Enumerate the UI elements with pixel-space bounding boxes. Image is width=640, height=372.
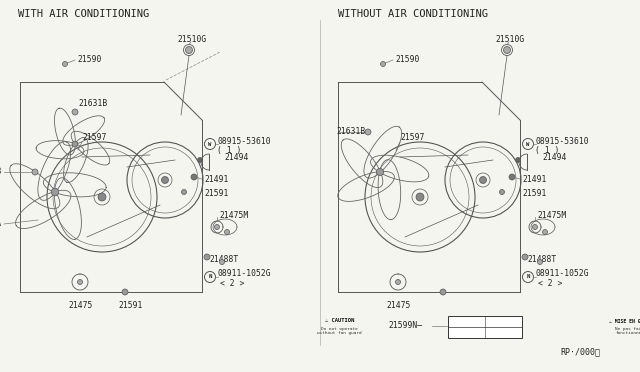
Circle shape <box>440 289 446 295</box>
Text: 21494: 21494 <box>224 153 248 161</box>
Circle shape <box>376 169 383 176</box>
Text: 21591: 21591 <box>522 189 547 199</box>
Text: < 2 >: < 2 > <box>220 279 244 288</box>
Circle shape <box>63 61 67 67</box>
Circle shape <box>499 189 504 195</box>
Circle shape <box>191 174 197 180</box>
Text: 21631B: 21631B <box>78 99 108 109</box>
Text: W: W <box>526 141 530 147</box>
Text: 08911-1052G: 08911-1052G <box>217 269 271 279</box>
Text: Do not operate
without fan guard: Do not operate without fan guard <box>317 327 362 335</box>
Text: 21631B: 21631B <box>0 167 2 176</box>
Text: 21597: 21597 <box>82 132 106 141</box>
Text: N: N <box>209 275 212 279</box>
Text: 21510G: 21510G <box>495 35 524 45</box>
Circle shape <box>198 157 202 163</box>
Text: 21475: 21475 <box>68 301 92 311</box>
Circle shape <box>479 176 486 183</box>
Text: 21591: 21591 <box>204 189 228 199</box>
Text: ⚠ CAUTION: ⚠ CAUTION <box>325 318 354 324</box>
Text: 21494: 21494 <box>542 153 566 161</box>
Text: 21590: 21590 <box>77 55 101 64</box>
Circle shape <box>51 188 59 196</box>
Circle shape <box>381 61 385 67</box>
Circle shape <box>532 224 538 230</box>
Text: < 2 >: < 2 > <box>538 279 563 288</box>
Circle shape <box>122 289 128 295</box>
Circle shape <box>504 46 511 54</box>
Text: WITHOUT AIR CONDITIONING: WITHOUT AIR CONDITIONING <box>338 9 488 19</box>
Bar <box>448 316 522 338</box>
Circle shape <box>396 279 401 285</box>
Text: 21510G: 21510G <box>177 35 206 45</box>
Circle shape <box>32 169 38 175</box>
Circle shape <box>182 189 186 195</box>
Text: 21491: 21491 <box>522 174 547 183</box>
Circle shape <box>538 260 543 264</box>
Text: ⚠ MISE EN GARDE: ⚠ MISE EN GARDE <box>609 318 640 324</box>
Text: 21491: 21491 <box>204 174 228 183</box>
Circle shape <box>72 141 78 147</box>
Text: 21591: 21591 <box>118 301 142 311</box>
Text: 21597: 21597 <box>400 132 424 141</box>
Circle shape <box>204 254 210 260</box>
Text: 21597+A: 21597+A <box>0 219 2 228</box>
Text: 08915-53610: 08915-53610 <box>535 137 589 145</box>
Circle shape <box>161 176 168 183</box>
Circle shape <box>186 46 193 54</box>
Text: W: W <box>209 141 212 147</box>
Text: Ne pas faire
fonctionner: Ne pas faire fonctionner <box>615 327 640 335</box>
Circle shape <box>416 193 424 201</box>
Circle shape <box>522 254 528 260</box>
Circle shape <box>77 279 83 285</box>
Text: ( 1 ): ( 1 ) <box>217 145 241 154</box>
Circle shape <box>509 174 515 180</box>
Text: ( 1 ): ( 1 ) <box>535 145 559 154</box>
Text: 08915-53610: 08915-53610 <box>217 137 271 145</box>
Circle shape <box>220 260 225 264</box>
Text: 21488T: 21488T <box>527 254 556 263</box>
Text: 21590: 21590 <box>395 55 419 64</box>
Text: N: N <box>526 275 530 279</box>
Circle shape <box>365 129 371 135</box>
Text: WITH AIR CONDITIONING: WITH AIR CONDITIONING <box>18 9 149 19</box>
Circle shape <box>543 230 547 234</box>
Circle shape <box>214 224 220 230</box>
Circle shape <box>72 109 78 115</box>
Circle shape <box>225 230 230 234</box>
Circle shape <box>98 193 106 201</box>
Text: 08911-1052G: 08911-1052G <box>535 269 589 279</box>
Text: 21631B: 21631B <box>336 128 365 137</box>
Text: RP·/000＜: RP·/000＜ <box>560 347 600 356</box>
Circle shape <box>515 157 520 163</box>
Text: 21475: 21475 <box>386 301 410 311</box>
Text: 21475M: 21475M <box>537 211 566 219</box>
Text: 21475M: 21475M <box>219 211 248 219</box>
Text: 21599N—: 21599N— <box>388 321 422 330</box>
Text: 21488T: 21488T <box>209 254 238 263</box>
